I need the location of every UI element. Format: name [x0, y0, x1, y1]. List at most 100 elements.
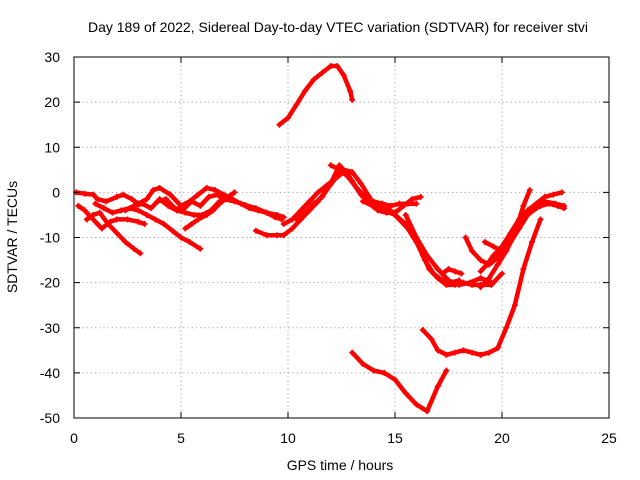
data-point — [443, 367, 450, 374]
data-point — [344, 173, 351, 180]
data-point — [113, 229, 120, 236]
data-point — [419, 327, 426, 334]
data-point — [148, 205, 155, 212]
data-point — [357, 180, 364, 187]
data-point — [195, 191, 202, 198]
data-point — [113, 216, 120, 223]
data-point — [402, 390, 409, 397]
data-point — [75, 202, 82, 209]
data-point — [252, 205, 259, 212]
data-point — [353, 184, 360, 191]
chart-title: Day 189 of 2022, Sidereal Day-to-day VTE… — [88, 19, 588, 35]
data-point — [451, 349, 458, 356]
data-point — [212, 187, 219, 194]
data-point — [490, 243, 497, 250]
data-point — [225, 193, 232, 200]
data-point — [302, 87, 309, 94]
y-tick-label: -20 — [40, 275, 60, 291]
data-point — [486, 349, 493, 356]
data-point — [550, 191, 557, 198]
data-point — [413, 401, 420, 408]
data-point — [188, 198, 195, 205]
data-point — [499, 270, 505, 277]
data-point — [152, 216, 159, 223]
data-point — [280, 220, 287, 227]
data-point — [83, 216, 90, 223]
data-point — [486, 275, 493, 282]
data-point — [434, 275, 441, 282]
data-point — [336, 166, 343, 173]
data-point — [130, 245, 137, 252]
data-point — [139, 200, 146, 207]
data-point — [156, 184, 163, 191]
data-point — [306, 198, 313, 205]
x-axis-label: GPS time / hours — [287, 457, 394, 473]
data-point — [190, 211, 197, 218]
data-point — [327, 180, 334, 187]
data-point — [419, 252, 426, 259]
data-point — [105, 220, 112, 227]
data-point — [98, 225, 105, 232]
data-point — [340, 72, 347, 79]
data-point — [302, 209, 309, 216]
data-point — [81, 190, 88, 197]
data-point — [477, 257, 484, 264]
data-point — [319, 69, 326, 76]
data-point — [310, 200, 317, 207]
data-point — [188, 220, 195, 227]
y-axis-label: SDTVAR / TECUs — [4, 181, 20, 293]
data-point — [477, 268, 484, 275]
x-tick-label: 0 — [70, 430, 78, 446]
y-tick-label: 20 — [44, 94, 60, 110]
x-tick-label: 20 — [494, 430, 510, 446]
data-point — [445, 266, 452, 273]
data-point — [516, 216, 523, 223]
data-point — [274, 211, 281, 218]
data-point — [469, 349, 476, 356]
data-point — [434, 347, 441, 354]
data-point — [120, 191, 127, 198]
data-point — [362, 193, 369, 200]
data-point — [319, 193, 326, 200]
series-trace — [349, 350, 449, 414]
data-point — [451, 281, 458, 288]
data-point — [462, 234, 469, 241]
data-point — [520, 266, 527, 273]
data-point — [327, 63, 334, 70]
data-point — [100, 205, 107, 212]
series-21 — [439, 266, 465, 277]
data-point — [128, 196, 135, 203]
data-point — [94, 220, 101, 227]
data-point — [263, 209, 270, 216]
series-7 — [182, 189, 238, 232]
data-point — [460, 279, 467, 286]
series-trace — [482, 199, 567, 254]
series-11 — [276, 63, 356, 128]
y-tick-label: -50 — [40, 410, 60, 426]
data-point — [293, 101, 300, 108]
data-point — [276, 121, 283, 128]
data-point — [426, 266, 433, 273]
data-point — [160, 220, 167, 227]
y-tick-label: -40 — [40, 365, 60, 381]
data-point — [141, 220, 148, 227]
data-point — [182, 225, 189, 232]
data-point — [558, 189, 565, 196]
data-point — [173, 207, 180, 214]
data-point — [197, 202, 204, 209]
data-point — [396, 200, 403, 207]
data-point — [404, 200, 411, 207]
data-point — [443, 281, 450, 288]
series-2 — [75, 202, 148, 232]
data-point — [214, 191, 221, 198]
x-tick-label: 5 — [177, 430, 185, 446]
data-point — [434, 383, 441, 390]
data-series — [73, 63, 568, 415]
data-point — [195, 216, 202, 223]
data-point — [469, 281, 476, 288]
data-point — [494, 345, 501, 352]
y-tick-labels: -50 -40 -30 -20 -10 0 10 20 30 — [40, 49, 60, 426]
data-point — [445, 277, 452, 284]
data-point — [113, 193, 120, 200]
data-point — [252, 227, 259, 234]
